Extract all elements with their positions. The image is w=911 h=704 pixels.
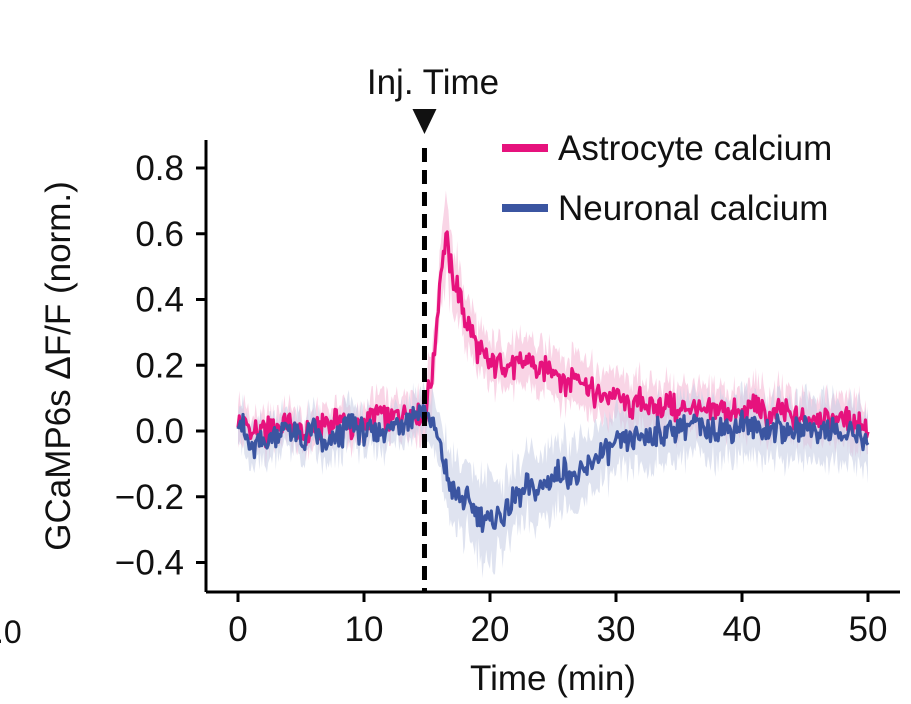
x-tick-label: 10 [345, 610, 384, 649]
y-axis-title: GCaMP6s ΔF/F (norm.) [39, 181, 78, 551]
y-ticks: −0.4 −0.2 0.0 0.2 0.4 0.6 0.8 [115, 149, 206, 583]
y-tick-label: 0.8 [135, 149, 184, 188]
y-tick-label: −0.4 [115, 544, 184, 583]
series-line-neuronal [236, 404, 870, 533]
injection-time-label: Inj. Time [367, 63, 499, 102]
series-line-astrocyte [236, 230, 870, 449]
x-tick-label: 30 [597, 610, 636, 649]
legend: Astrocyte calcium Neuronal calcium [502, 129, 832, 228]
injection-arrow-icon [412, 109, 437, 134]
error-band-astrocyte [238, 190, 868, 468]
x-tick-label: 20 [471, 610, 510, 649]
x-tick-label: 40 [723, 610, 762, 649]
x-tick-label: 50 [849, 610, 888, 649]
y-tick-label: 0.4 [135, 281, 184, 320]
x-tick-label: 0 [228, 610, 247, 649]
y-tick-label: 0.0 [135, 412, 184, 451]
error-bands [238, 190, 868, 579]
legend-label-neuronal: Neuronal calcium [558, 189, 828, 228]
series-lines [236, 230, 870, 533]
x-axis-title: Time (min) [470, 659, 636, 698]
y-tick-label: −0.2 [115, 478, 184, 517]
partial-tick-label: .0 [0, 614, 22, 650]
y-tick-label: 0.6 [135, 215, 184, 254]
legend-label-astrocyte: Astrocyte calcium [558, 129, 832, 168]
y-tick-label: 0.2 [135, 346, 184, 385]
x-ticks: 0 10 20 30 40 50 [228, 592, 887, 649]
injection-marker: Inj. Time [367, 63, 499, 592]
